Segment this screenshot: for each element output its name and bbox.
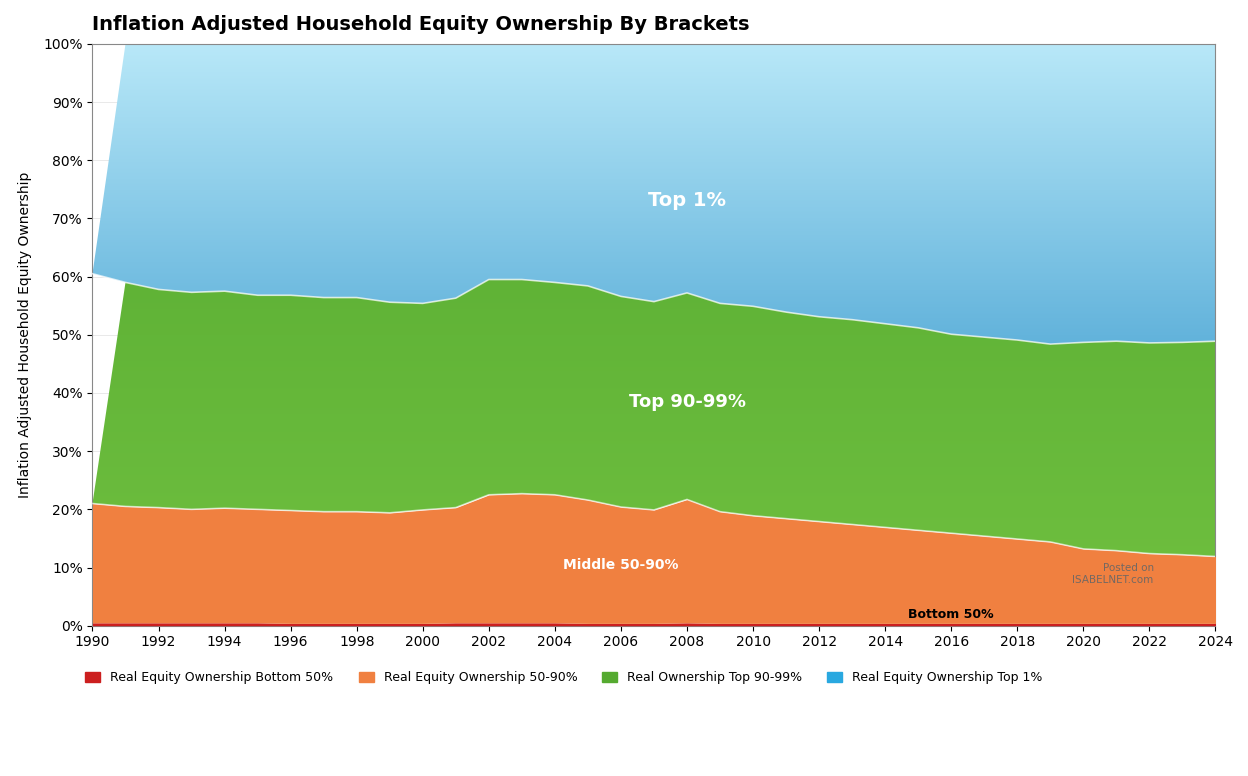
Text: Middle 50-90%: Middle 50-90%: [563, 558, 679, 572]
Text: Inflation Adjusted Household Equity Ownership By Brackets: Inflation Adjusted Household Equity Owne…: [92, 15, 750, 34]
Text: Top 1%: Top 1%: [648, 192, 726, 210]
Text: Top 90-99%: Top 90-99%: [629, 393, 745, 411]
Text: Bottom 50%: Bottom 50%: [909, 608, 995, 621]
Y-axis label: Inflation Adjusted Household Equity Ownership: Inflation Adjusted Household Equity Owne…: [19, 171, 32, 498]
Legend: Real Equity Ownership Bottom 50%, Real Equity Ownership 50-90%, Real Ownership T: Real Equity Ownership Bottom 50%, Real E…: [80, 667, 1048, 689]
Text: Posted on
ISABELNET.com: Posted on ISABELNET.com: [1072, 563, 1153, 585]
